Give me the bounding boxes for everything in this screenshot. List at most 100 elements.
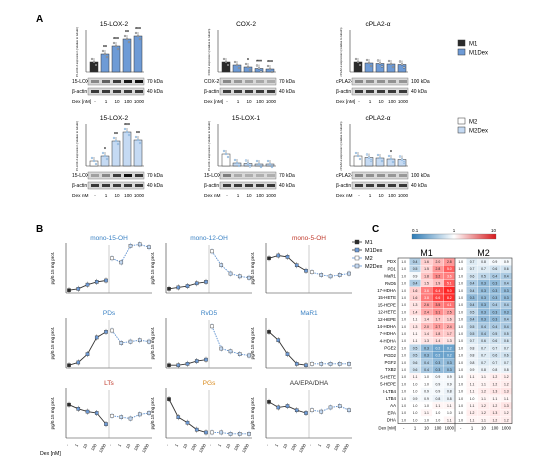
significance-label: ***	[113, 37, 119, 43]
m1-point	[176, 415, 181, 419]
cell-value: 1.1	[424, 411, 429, 415]
data-point	[103, 154, 107, 158]
cell-value: 0.3	[493, 289, 498, 293]
m1-point	[67, 402, 71, 407]
cell-value: 1.1	[436, 404, 441, 408]
blot-panel-row2-0: 15-LOX-2 15-LOX-2 expression (relative to…	[72, 115, 163, 199]
scale-label: 1	[453, 228, 456, 233]
panel-a: 15-LOX-2 15-LOX-2 expression (relative to…	[72, 21, 430, 199]
blot-panel-row2-2: cPLA2-α cPLA2-α expression (relative to t…	[336, 115, 430, 199]
blot-band	[355, 184, 363, 187]
blot-band	[377, 80, 385, 83]
cell-value: 0.8	[447, 397, 452, 401]
dose-label: 10	[246, 193, 252, 198]
cell-value: 0.9	[413, 274, 418, 278]
blot-strip	[219, 77, 277, 86]
blot-band	[388, 174, 396, 177]
cell-value: 4.1	[447, 303, 452, 307]
dose-label: -	[108, 442, 113, 446]
data-point	[266, 159, 270, 163]
cell-value: 1.6	[413, 289, 418, 293]
m2-point	[110, 256, 114, 261]
cell-value: 1.8	[436, 332, 441, 336]
cell-value: 0.4	[413, 260, 418, 264]
footer-dose: 1000	[445, 426, 455, 431]
data-point	[92, 159, 96, 163]
cell-value: 1.5	[424, 282, 429, 286]
blot-band	[223, 90, 231, 93]
cell-value: 5.0	[447, 267, 452, 271]
dose-label: 100	[133, 442, 141, 451]
m2-point	[147, 339, 151, 344]
cell-value: 1.1	[493, 397, 498, 401]
row-label: PGD2	[384, 353, 397, 358]
band-label: COX-2	[204, 79, 220, 85]
cell-value: 1.1	[413, 318, 418, 322]
cell-value: 0.7	[481, 354, 486, 358]
data-point	[116, 142, 120, 146]
dose-label: 10	[378, 99, 384, 104]
dose-label: 100	[190, 442, 198, 451]
data-point	[376, 153, 380, 157]
blot-band	[245, 90, 253, 93]
cell-value: 0.6	[413, 361, 418, 365]
cell-value: 2.6	[424, 303, 429, 307]
cell-value: 1.0	[458, 411, 463, 415]
data-point	[237, 66, 241, 70]
cell-value: 0.5	[413, 354, 418, 358]
m2-point	[319, 409, 324, 414]
m2-point	[247, 275, 251, 280]
dex-label: Dex [nM]	[72, 99, 91, 105]
cell-value: 0.7	[481, 267, 486, 271]
m1-line	[168, 398, 207, 433]
m2-point	[119, 260, 124, 265]
cell-value: 1.0	[458, 289, 463, 293]
kda-label: 70 kDa	[147, 173, 163, 179]
cell-value: 0.4	[481, 325, 486, 329]
cell-value: 0.5	[470, 310, 475, 314]
cell-value: 1.4	[436, 339, 441, 343]
cell-value: 1.3	[504, 390, 509, 394]
m1-point	[304, 363, 308, 368]
data-point	[356, 60, 360, 64]
footer-dose: 10	[481, 426, 486, 431]
m1-point	[94, 280, 99, 284]
cell-value: 1.6	[413, 296, 418, 300]
panel-letter-c: C	[372, 224, 379, 235]
blot-band	[399, 80, 407, 83]
cell-value: 1.2	[493, 375, 498, 379]
blot-band	[355, 174, 363, 177]
bar	[375, 157, 385, 167]
y-axis-label: pg/0.15 mg prot.	[150, 327, 155, 360]
row-label: t-LTB4	[383, 389, 396, 394]
dose-label: 10	[114, 99, 120, 104]
cell-value: 0.5	[470, 325, 475, 329]
cell-value: 1.1	[470, 375, 475, 379]
m2-point	[128, 243, 133, 248]
dose-label: 1	[317, 442, 323, 447]
m1-point	[94, 411, 99, 415]
cell-value: 0.4	[504, 303, 509, 307]
dose-label: 1000	[398, 99, 409, 104]
blot-band	[135, 174, 143, 177]
footer-dose: 1	[471, 426, 474, 431]
cell-value: 2.8	[436, 267, 441, 271]
data-point	[257, 162, 261, 166]
m2-point	[137, 242, 142, 247]
m1-point	[167, 397, 171, 401]
dose-label: -	[226, 99, 228, 104]
data-point	[400, 63, 404, 66]
blot-band	[377, 174, 385, 177]
dex-label: Dex nM	[72, 193, 89, 199]
cell-value: 1.0	[401, 404, 406, 408]
cell-value: 1.0	[401, 354, 406, 358]
m1-point	[67, 288, 71, 293]
cell-value: 1.1	[413, 332, 418, 336]
cell-value: 0.9	[493, 260, 498, 264]
m1-point	[104, 330, 108, 334]
cell-value: 3.8	[424, 296, 429, 300]
dose-label: 1	[237, 193, 240, 198]
band-label: β-actin	[336, 183, 351, 189]
